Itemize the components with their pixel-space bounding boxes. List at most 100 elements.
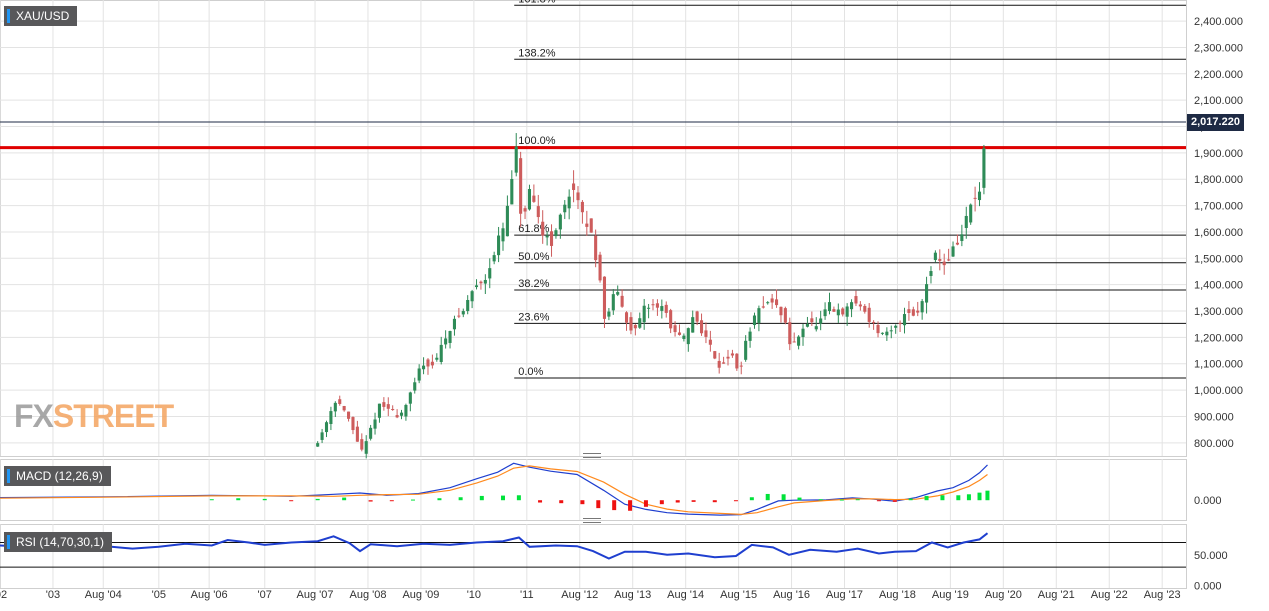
candle-up <box>399 412 404 416</box>
x-tick-label: Aug '21 <box>1038 589 1075 601</box>
candle-up <box>545 235 549 238</box>
pane-frame <box>0 459 1187 521</box>
candle-down <box>395 415 399 418</box>
y-tick-label: 2,200.000 <box>1194 69 1243 81</box>
last-price-label: 2,017.220 <box>1187 113 1244 131</box>
macd-histogram-bar-negative <box>733 500 738 502</box>
candle-down <box>863 305 867 312</box>
candle-down <box>351 417 355 431</box>
macd-histogram-bar-positive <box>924 495 929 501</box>
y-tick-label: 1,200.000 <box>1194 332 1243 344</box>
fibonacci-label: 61.8% <box>518 223 549 235</box>
candle-up <box>505 205 509 237</box>
candle-down <box>360 439 364 450</box>
candle-down <box>602 276 607 319</box>
pane-frame <box>0 524 1187 589</box>
candle-down <box>457 315 461 317</box>
candle-down <box>655 303 659 308</box>
macd-pane-title: MACD (12,26,9) <box>4 466 111 486</box>
macd-histogram-bar-positive <box>765 493 770 501</box>
candle-up <box>461 311 465 315</box>
x-tick-label: Aug '19 <box>932 589 969 601</box>
candle-down <box>876 324 880 334</box>
macd-histogram-bar-positive <box>437 498 442 501</box>
candle-up <box>329 411 333 425</box>
macd-histogram-bar-positive <box>749 497 754 501</box>
macd-histogram-bar-negative <box>559 500 564 504</box>
candle-down <box>624 312 629 323</box>
y-tick-label: 1,700.000 <box>1194 201 1243 213</box>
y-tick-label: 1,300.000 <box>1194 306 1243 318</box>
candle-up <box>510 179 514 205</box>
candle-up <box>819 318 823 324</box>
candle-up <box>439 344 443 363</box>
candle-up <box>607 311 611 317</box>
candle-up <box>982 148 986 188</box>
macd-histogram-bar-positive <box>985 490 990 501</box>
rsi-y-tick-label: 50.000 <box>1194 550 1228 562</box>
candle-down <box>342 406 346 411</box>
candle-up <box>558 214 562 230</box>
pane-resize-handle-1[interactable] <box>583 453 601 458</box>
candle-down <box>717 360 721 368</box>
macd-histogram-bar-positive <box>342 497 347 501</box>
candle-up <box>894 325 898 328</box>
x-tick-label: Aug '12 <box>561 589 598 601</box>
macd-histogram-bar-positive <box>209 499 214 501</box>
candle-down <box>841 308 845 315</box>
candle-up <box>333 402 337 412</box>
candle-down <box>594 235 598 261</box>
candle-up <box>452 318 457 330</box>
macd-histogram-bar-negative <box>368 500 373 502</box>
candle-down <box>677 332 682 335</box>
candle-down <box>541 221 545 236</box>
macd-histogram-bar-negative <box>628 500 633 511</box>
candle-up <box>377 403 381 418</box>
candle-up <box>417 368 421 381</box>
candle-up <box>929 271 933 276</box>
candle-down <box>783 308 787 323</box>
candle-down <box>549 231 554 246</box>
candle-up <box>435 357 439 360</box>
candle-down <box>761 306 765 308</box>
candle-up <box>964 215 968 228</box>
candle-down <box>708 339 712 345</box>
candle-down <box>620 295 624 307</box>
fibonacci-label: 161.8% <box>518 0 556 5</box>
rsi-pane-title: RSI (14,70,30,1) <box>4 532 113 552</box>
candle-down <box>386 404 390 409</box>
candle-up <box>616 292 620 295</box>
candle-down <box>536 206 540 218</box>
candle-up <box>527 189 532 210</box>
candle-up <box>889 330 893 332</box>
y-tick-label: 1,000.000 <box>1194 385 1243 397</box>
candle-up <box>497 235 501 256</box>
candle-down <box>426 359 430 367</box>
macd-histogram-bar-positive <box>818 499 823 501</box>
candle-up <box>836 309 840 316</box>
macd-histogram-bar-positive <box>262 498 267 501</box>
y-tick-label: 1,900.000 <box>1194 148 1243 160</box>
macd-histogram-bar-positive <box>315 498 320 501</box>
candle-down <box>898 323 902 325</box>
y-tick-label: 2,300.000 <box>1194 42 1243 54</box>
candle-down <box>338 399 342 404</box>
rsi-line <box>0 532 989 560</box>
candle-down <box>911 309 915 316</box>
candle-down <box>651 304 655 306</box>
candle-down <box>633 324 637 329</box>
candle-up <box>647 307 651 309</box>
pane-resize-handle-2[interactable] <box>583 518 601 523</box>
candle-down <box>713 351 717 359</box>
candle-down <box>479 281 483 284</box>
candle-down <box>673 325 677 333</box>
candle-up <box>404 404 408 417</box>
fibonacci-label: 138.2% <box>518 47 556 59</box>
candle-up <box>660 306 664 311</box>
y-tick-label: 1,500.000 <box>1194 253 1243 265</box>
candle-up <box>920 301 924 313</box>
candle-down <box>867 307 871 322</box>
x-tick-label: Aug '22 <box>1091 589 1128 601</box>
macd-histogram-bar-negative <box>892 500 897 502</box>
